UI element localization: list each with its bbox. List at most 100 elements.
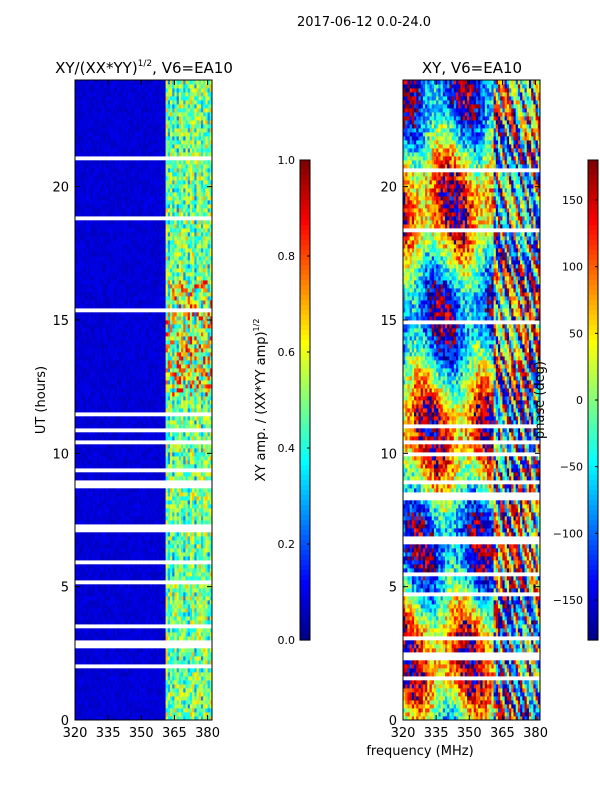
- left-heatmap-cell: [139, 532, 142, 537]
- left-heatmap-cell: [187, 376, 191, 381]
- left-heatmap-cell: [94, 688, 98, 693]
- left-heatmap-cell: [176, 416, 180, 421]
- left-heatmap-cell: [192, 616, 195, 621]
- left-heatmap-cell: [145, 460, 149, 465]
- left-heatmap-cell: [207, 672, 211, 677]
- left-heatmap-cell: [147, 376, 151, 381]
- left-heatmap-cell: [86, 400, 89, 405]
- left-heatmap-cell: [207, 576, 211, 581]
- left-heatmap-cell: [97, 660, 100, 665]
- left-heatmap-cell: [119, 344, 122, 349]
- left-heatmap-cell: [130, 416, 133, 421]
- left-heatmap-cell: [88, 456, 91, 461]
- left-heatmap-cell: [203, 672, 206, 677]
- left-heatmap-cell: [112, 620, 116, 625]
- left-heatmap-cell: [161, 416, 164, 421]
- left-heatmap-cell: [79, 344, 83, 349]
- left-heatmap-cell: [83, 380, 87, 385]
- left-heatmap-cell: [110, 620, 113, 625]
- left-heatmap-cell: [143, 604, 147, 609]
- left-heatmap-cell: [198, 684, 202, 689]
- left-heatmap-cell: [205, 680, 208, 685]
- left-heatmap-cell: [203, 508, 206, 513]
- left-heatmap-cell: [132, 612, 136, 617]
- left-heatmap-cell: [125, 652, 129, 657]
- left-heatmap-cell: [110, 400, 113, 405]
- left-heatmap-cell: [121, 568, 125, 573]
- left-heatmap-cell: [176, 476, 180, 481]
- left-heatmap-cell: [110, 604, 113, 609]
- left-heatmap-cell: [108, 364, 111, 369]
- left-heatmap-cell: [99, 648, 102, 653]
- left-heatmap-cell: [172, 636, 175, 641]
- left-heatmap-cell: [165, 672, 169, 677]
- left-heatmap-cell: [77, 688, 80, 693]
- left-heatmap-cell: [203, 676, 206, 681]
- left-heatmap-cell: [90, 508, 94, 513]
- left-heatmap-cell: [172, 488, 175, 493]
- left-heatmap-cell: [158, 416, 162, 421]
- left-heatmap-cell: [181, 472, 184, 477]
- left-heatmap-cell: [174, 488, 178, 493]
- left-heatmap-cell: [79, 372, 83, 377]
- left-heatmap-cell: [101, 712, 105, 717]
- left-heatmap-cell: [170, 420, 173, 425]
- left-heatmap-cell: [92, 584, 96, 589]
- left-heatmap-cell: [116, 508, 120, 513]
- left-heatmap-cell: [192, 360, 195, 365]
- left-heatmap-cell: [136, 596, 140, 601]
- left-heatmap-cell: [198, 424, 202, 429]
- left-heatmap-cell: [77, 508, 80, 513]
- left-heatmap-cell: [147, 384, 151, 389]
- left-heatmap-cell: [112, 592, 116, 597]
- left-heatmap-cell: [198, 532, 202, 537]
- left-heatmap-cell: [103, 388, 107, 393]
- left-heatmap-cell: [119, 616, 122, 621]
- left-heatmap-cell: [145, 344, 149, 349]
- left-heatmap-cell: [187, 508, 191, 513]
- left-heatmap-cell: [167, 556, 171, 561]
- left-heatmap-cell: [181, 388, 184, 393]
- left-heatmap-cell: [125, 612, 129, 617]
- left-heatmap-cell: [125, 572, 129, 577]
- left-heatmap-cell: [103, 492, 107, 497]
- left-heatmap-cell: [205, 556, 208, 561]
- left-heatmap-cell: [163, 400, 166, 405]
- left-heatmap-cell: [83, 516, 87, 521]
- left-heatmap-cell: [128, 432, 131, 437]
- left-heatmap-cell: [112, 452, 116, 457]
- left-heatmap-cell: [79, 520, 83, 525]
- left-heatmap-cell: [183, 612, 186, 617]
- left-heatmap-cell: [176, 620, 180, 625]
- left-heatmap-cell: [198, 352, 202, 357]
- left-heatmap-cell: [172, 688, 175, 693]
- left-heatmap-cell: [196, 496, 200, 501]
- left-heatmap-cell: [147, 420, 151, 425]
- left-heatmap-cell: [134, 548, 138, 553]
- left-heatmap-cell: [203, 460, 206, 465]
- left-heatmap-cell: [90, 372, 94, 377]
- left-heatmap-cell: [174, 564, 178, 569]
- left-heatmap-cell: [83, 372, 87, 377]
- left-heatmap-cell: [172, 564, 175, 569]
- left-heatmap-cell: [112, 652, 116, 657]
- left-heatmap-cell: [128, 396, 131, 401]
- left-heatmap-cell: [125, 376, 129, 381]
- left-heatmap-cell: [101, 592, 105, 597]
- left-heatmap-cell: [176, 652, 180, 657]
- left-heatmap-cell: [167, 608, 171, 613]
- left-heatmap-cell: [198, 460, 202, 465]
- left-heatmap-cell: [90, 648, 94, 653]
- left-heatmap-cell: [174, 532, 178, 537]
- left-heatmap-cell: [83, 552, 87, 557]
- left-heatmap-cell: [75, 672, 78, 677]
- left-heatmap-cell: [99, 632, 102, 637]
- left-heatmap-cell: [86, 420, 89, 425]
- left-heatmap-cell: [123, 476, 127, 481]
- left-heatmap-cell: [112, 716, 116, 721]
- left-heatmap-cell: [183, 536, 186, 541]
- left-heatmap-cell: [189, 464, 193, 469]
- left-heatmap-cell: [88, 676, 91, 681]
- left-heatmap-cell: [154, 404, 158, 409]
- left-heatmap-cell: [156, 500, 160, 505]
